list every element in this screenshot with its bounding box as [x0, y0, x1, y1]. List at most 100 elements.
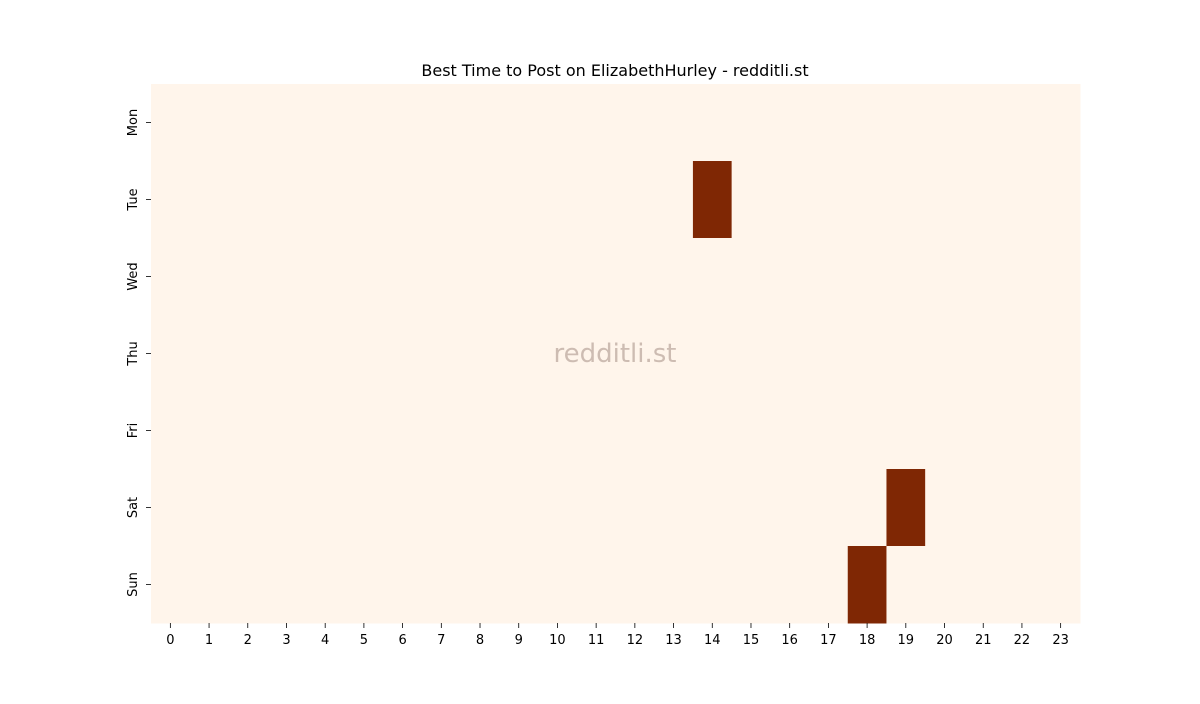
heatmap-cell-sun-13	[654, 546, 694, 624]
heatmap-cell-mon-1	[189, 84, 229, 162]
heatmap-cell-sat-0	[151, 469, 191, 547]
y-tick-label: Thu	[126, 341, 141, 366]
heatmap-cell-tue-9	[499, 161, 539, 239]
heatmap-cell-fri-10	[538, 392, 578, 470]
heatmap-cell-tue-3	[267, 161, 307, 239]
heatmap-cell-sat-16	[770, 469, 810, 547]
heatmap-cell-fri-6	[383, 392, 423, 470]
heatmap-cell-sat-20	[925, 469, 965, 547]
heatmap-cell-wed-4	[305, 238, 346, 316]
heatmap-cell-sun-21	[963, 546, 1004, 624]
heatmap-cell-wed-18	[847, 238, 887, 316]
heatmap-cell-fri-4	[305, 392, 346, 470]
heatmap-cell-tue-5	[344, 161, 384, 239]
x-tick-label: 18	[859, 633, 876, 648]
heatmap-cell-tue-21	[963, 161, 1004, 239]
heatmap-cell-sun-12	[615, 546, 655, 624]
x-tick-label: 8	[476, 633, 484, 648]
heatmap-cell-sun-7	[421, 546, 462, 624]
heatmap-cell-wed-9	[499, 238, 539, 316]
heatmap-cell-wed-22	[1002, 238, 1042, 316]
heatmap-cell-thu-16	[770, 315, 810, 393]
heatmap-cell-wed-14	[692, 238, 733, 316]
heatmap-cell-sat-22	[1002, 469, 1042, 547]
heatmap-cell-sat-4	[305, 469, 346, 547]
heatmap-cell-sun-1	[189, 546, 229, 624]
heatmap-cell-mon-20	[925, 84, 965, 162]
heatmap-cell-tue-13	[654, 161, 694, 239]
x-tick-label: 17	[820, 633, 837, 648]
heatmap-cell-sat-12	[615, 469, 655, 547]
heatmap-cell-wed-1	[189, 238, 229, 316]
heatmap-cell-thu-4	[305, 315, 346, 393]
heatmap-cell-wed-15	[731, 238, 771, 316]
heatmap-cell-mon-17	[809, 84, 849, 162]
y-tick-label: Fri	[126, 423, 141, 439]
heatmap-cell-fri-20	[925, 392, 965, 470]
heatmap-cell-mon-11	[576, 84, 616, 162]
heatmap-cell-wed-16	[770, 238, 810, 316]
x-tick-label: 23	[1052, 633, 1069, 648]
heatmap-cell-tue-0	[151, 161, 191, 239]
heatmap-cell-sat-19	[886, 469, 926, 547]
heatmap-cell-mon-8	[460, 84, 500, 162]
heatmap-cell-sat-15	[731, 469, 771, 547]
heatmap-cell-mon-14	[692, 84, 733, 162]
heatmap-cell-sun-16	[770, 546, 810, 624]
heatmap-cell-mon-0	[151, 84, 191, 162]
heatmap-cell-wed-19	[886, 238, 926, 316]
heatmap-cell-mon-18	[847, 84, 887, 162]
heatmap-cell-sun-15	[731, 546, 771, 624]
heatmap-cell-thu-0	[151, 315, 191, 393]
y-tick-label: Mon	[126, 109, 141, 136]
heatmap-cell-mon-13	[654, 84, 694, 162]
heatmap-cell-tue-18	[847, 161, 887, 239]
heatmap-cell-fri-8	[460, 392, 500, 470]
x-tick-label: 20	[936, 633, 953, 648]
x-tick-label: 1	[205, 633, 213, 648]
heatmap-cell-sun-17	[809, 546, 849, 624]
heatmap-cell-mon-3	[267, 84, 307, 162]
heatmap-cell-sun-10	[538, 546, 578, 624]
heatmap-cell-wed-21	[963, 238, 1004, 316]
heatmap-cell-sun-20	[925, 546, 965, 624]
heatmap-cell-thu-9	[499, 315, 539, 393]
heatmap-cell-sun-19	[886, 546, 926, 624]
heatmap-cell-fri-9	[499, 392, 539, 470]
x-tick-label: 2	[244, 633, 252, 648]
heatmap-cell-mon-7	[421, 84, 462, 162]
heatmap-cell-tue-12	[615, 161, 655, 239]
heatmap-cell-wed-12	[615, 238, 655, 316]
heatmap-cell-tue-20	[925, 161, 965, 239]
heatmap-cell-fri-21	[963, 392, 1004, 470]
heatmap-cell-wed-2	[228, 238, 268, 316]
heatmap-cell-thu-14	[692, 315, 733, 393]
heatmap-cell-thu-15	[731, 315, 771, 393]
heatmap-cell-mon-9	[499, 84, 539, 162]
heatmap-cell-mon-2	[228, 84, 268, 162]
heatmap-cell-tue-16	[770, 161, 810, 239]
heatmap-cell-wed-8	[460, 238, 500, 316]
heatmap-cell-thu-1	[189, 315, 229, 393]
heatmap-cell-sun-4	[305, 546, 346, 624]
x-tick-label: 10	[549, 633, 566, 648]
heatmap-cell-tue-17	[809, 161, 849, 239]
heatmap-cell-mon-12	[615, 84, 655, 162]
heatmap-cell-thu-17	[809, 315, 849, 393]
heatmap-cell-thu-3	[267, 315, 307, 393]
heatmap-cell-sat-11	[576, 469, 616, 547]
heatmap-cell-sat-23	[1041, 469, 1081, 547]
heatmap-cell-mon-21	[963, 84, 1004, 162]
y-axis: Mon Tue Wed Thu Fri Sat Sun	[126, 109, 151, 597]
heatmap-cell-fri-22	[1002, 392, 1042, 470]
heatmap-cell-wed-3	[267, 238, 307, 316]
heatmap-cell-fri-2	[228, 392, 268, 470]
heatmap-cell-sun-6	[383, 546, 423, 624]
heatmap-cell-wed-13	[654, 238, 694, 316]
heatmap-cell-wed-10	[538, 238, 578, 316]
heatmap-cell-sat-3	[267, 469, 307, 547]
heatmap-cell-tue-2	[228, 161, 268, 239]
heatmap-cell-tue-23	[1041, 161, 1081, 239]
heatmap-cell-sat-8	[460, 469, 500, 547]
